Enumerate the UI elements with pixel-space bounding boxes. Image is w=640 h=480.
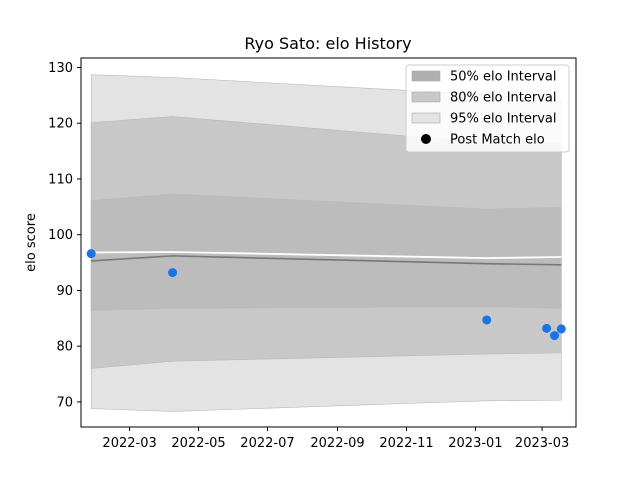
elo-lines: [91, 251, 562, 266]
legend: 50% elo Interval 80% elo Interval 95% elo …: [405, 64, 570, 153]
legend-box: [405, 64, 570, 153]
post-match-points: [86, 249, 566, 341]
band-50-interval: [90, 193, 562, 311]
y-tick-label: 110: [48, 172, 73, 187]
plot-area: [86, 74, 566, 412]
legend-label: Post Match elo: [450, 133, 545, 148]
legend-swatch: [411, 112, 441, 124]
axes-frame: [80, 57, 577, 428]
y-axis-label: elo score: [24, 213, 39, 272]
y-axis: 70 80 90 100 110 120 130: [48, 61, 81, 410]
post-match-point: [550, 331, 560, 341]
legend-label: 95% elo Interval: [450, 112, 557, 127]
x-tick-label: 2022-05: [171, 436, 225, 451]
interval-bands: [90, 74, 562, 412]
legend-label: 80% elo Interval: [450, 91, 557, 106]
legend-swatch: [411, 70, 441, 82]
post-match-point: [168, 268, 178, 278]
x-tick-label: 2023-01: [448, 436, 502, 451]
legend-swatch: [411, 91, 441, 103]
y-tick-label: 70: [56, 395, 73, 410]
x-axis: 2022-03 2022-05 2022-07 2022-09 2022-11 2023-…: [102, 427, 569, 451]
x-tick-label: 2022-09: [310, 436, 364, 451]
x-tick-label: 2022-07: [240, 436, 294, 451]
legend-marker: [421, 134, 431, 144]
y-tick-label: 120: [48, 117, 73, 132]
legend-label: 50% elo Interval: [450, 70, 557, 85]
post-match-point: [86, 249, 96, 259]
y-tick-label: 130: [48, 61, 73, 76]
mean-elo-line: [91, 255, 562, 266]
elo-reference-line: [91, 251, 562, 260]
x-tick-label: 2022-03: [102, 436, 156, 451]
chart-title: Ryo Sato: elo History: [244, 34, 411, 53]
y-tick-label: 90: [56, 284, 73, 299]
y-tick-label: 100: [48, 228, 73, 243]
x-tick-label: 2022-11: [379, 436, 433, 451]
post-match-point: [482, 315, 492, 325]
post-match-point: [556, 324, 566, 334]
x-tick-label: 2023-03: [515, 436, 569, 451]
y-tick-label: 80: [56, 340, 73, 355]
post-match-point: [542, 323, 552, 333]
